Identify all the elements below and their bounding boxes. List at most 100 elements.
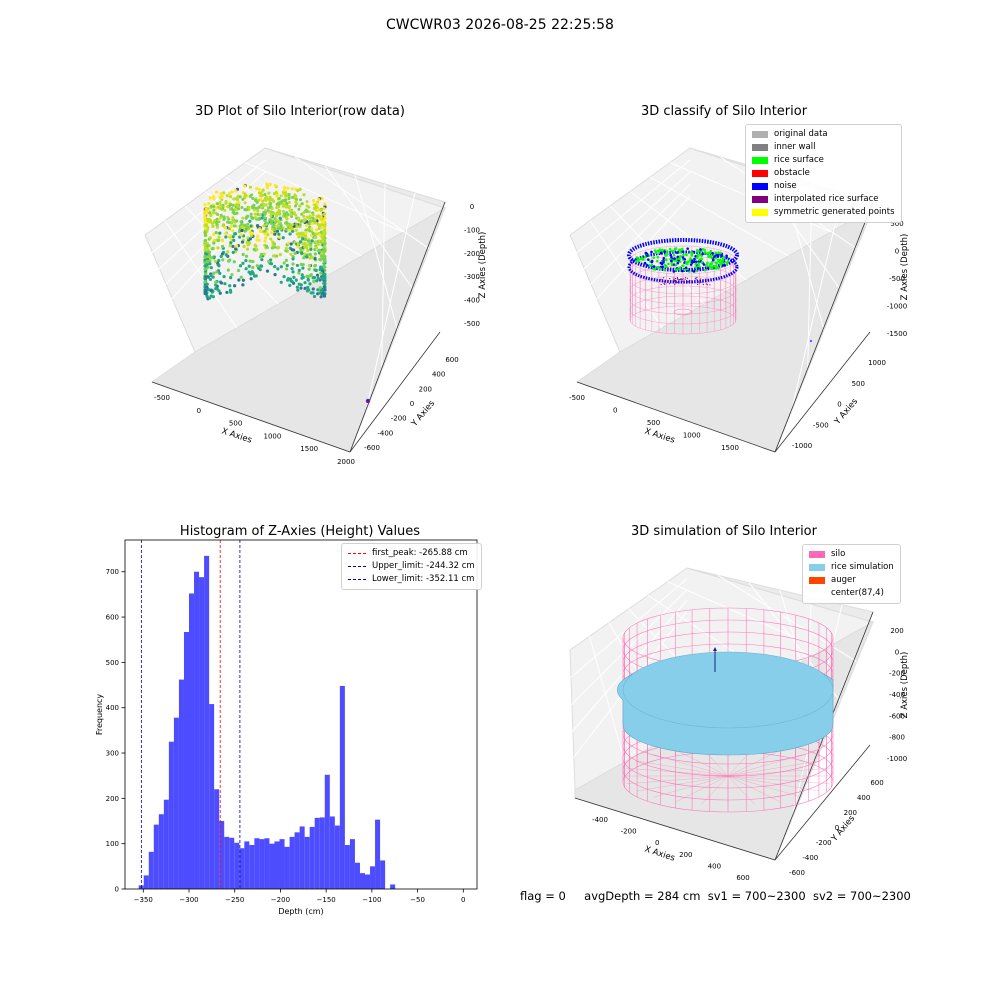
interpolated-point — [673, 279, 675, 281]
classified-point — [676, 261, 680, 265]
y-tick-label: 500 — [106, 659, 119, 667]
raw-point — [209, 213, 213, 218]
raw-point — [304, 223, 309, 227]
interpolated-point — [663, 281, 665, 283]
axes-box: -5000500100015002000-600-400-20002004006… — [144, 147, 488, 466]
raw-point — [219, 281, 224, 285]
raw-point — [308, 256, 312, 260]
histogram-bar — [284, 846, 290, 889]
interpolated-point — [709, 284, 711, 286]
raw-point — [217, 264, 221, 268]
classified-point — [669, 253, 673, 257]
legend-item: rice simulation — [809, 561, 894, 574]
raw-point — [291, 262, 295, 266]
grid-line — [569, 600, 688, 735]
grid-line — [365, 192, 416, 412]
raw-point — [297, 235, 301, 239]
raw-point — [226, 268, 230, 272]
raw-point — [316, 249, 321, 253]
raw-point — [294, 278, 298, 282]
classified-point — [663, 263, 667, 267]
raw-point — [245, 240, 249, 245]
auger-head — [713, 647, 717, 651]
classified-point — [658, 248, 662, 251]
raw-point — [285, 221, 289, 225]
raw-point — [287, 200, 291, 204]
classified-point — [663, 268, 666, 272]
x-tick-label: -500 — [154, 394, 170, 402]
raw-point — [220, 244, 225, 249]
classified-point — [692, 270, 696, 273]
raw-point — [256, 206, 260, 210]
raw-point — [249, 212, 253, 216]
floor-radial — [626, 768, 729, 777]
raw-point — [244, 216, 248, 220]
raw-point — [209, 204, 213, 208]
floor-radial — [675, 775, 729, 803]
floor-radial — [653, 754, 729, 777]
x-axis-label: X Axies — [643, 844, 676, 863]
raw-point — [207, 253, 212, 257]
raw-point — [301, 237, 305, 241]
raw-point — [311, 199, 316, 203]
raw-point — [310, 222, 314, 226]
raw-point — [264, 244, 269, 248]
classified-point — [690, 251, 694, 254]
classified-point — [654, 251, 658, 254]
classified-point — [655, 259, 659, 263]
raw-point — [214, 231, 218, 235]
raw-point — [314, 205, 318, 209]
histogram-title: Histogram of Z-Axies (Height) Values — [179, 524, 421, 539]
histogram-bar — [289, 836, 295, 889]
classified-point — [663, 250, 666, 253]
raw-point — [316, 242, 321, 246]
raw-point — [282, 189, 286, 193]
raw-point — [236, 268, 241, 273]
raw-point — [232, 210, 236, 214]
raw-point — [237, 207, 241, 211]
raw-point — [203, 291, 207, 296]
raw-point — [270, 227, 274, 231]
raw-point — [255, 201, 259, 205]
raw-point — [230, 190, 234, 194]
raw-point — [301, 263, 305, 267]
raw-point — [234, 244, 239, 248]
raw-point — [320, 235, 324, 239]
raw-point — [228, 244, 232, 248]
legend-label: inner wall — [774, 142, 816, 152]
raw-point — [307, 222, 311, 226]
histogram-bar — [304, 836, 310, 889]
classified-point — [697, 262, 700, 266]
raw-point — [268, 182, 272, 186]
raw-point — [300, 273, 304, 277]
z-tick-label: 0 — [895, 248, 899, 256]
raw-point — [278, 252, 282, 257]
floor-radial — [727, 775, 803, 798]
y-tick-label: 600 — [106, 614, 119, 622]
raw-point — [285, 193, 289, 197]
y-tick-label: -1000 — [792, 442, 812, 450]
raw-point — [309, 245, 313, 249]
raw-point — [277, 220, 281, 224]
classified-point — [684, 262, 688, 265]
raw-point — [309, 247, 313, 251]
raw-point — [248, 259, 252, 263]
raw-point — [301, 266, 305, 270]
raw-point — [290, 195, 294, 199]
legend-label: original data — [774, 129, 828, 139]
raw-point — [204, 220, 208, 224]
histogram-bar — [324, 774, 330, 889]
raw-point — [312, 294, 317, 299]
raw-point — [259, 264, 264, 268]
raw-point — [314, 240, 318, 244]
classified-point — [701, 252, 704, 256]
classified-point — [714, 251, 718, 255]
raw-point — [264, 203, 268, 207]
raw-point — [260, 258, 264, 262]
raw-point — [297, 231, 301, 236]
raw-point — [289, 212, 293, 216]
raw-point — [219, 192, 223, 196]
y-tick-label: 300 — [106, 750, 119, 758]
floor-radial — [727, 775, 756, 806]
raw-point — [228, 233, 232, 238]
